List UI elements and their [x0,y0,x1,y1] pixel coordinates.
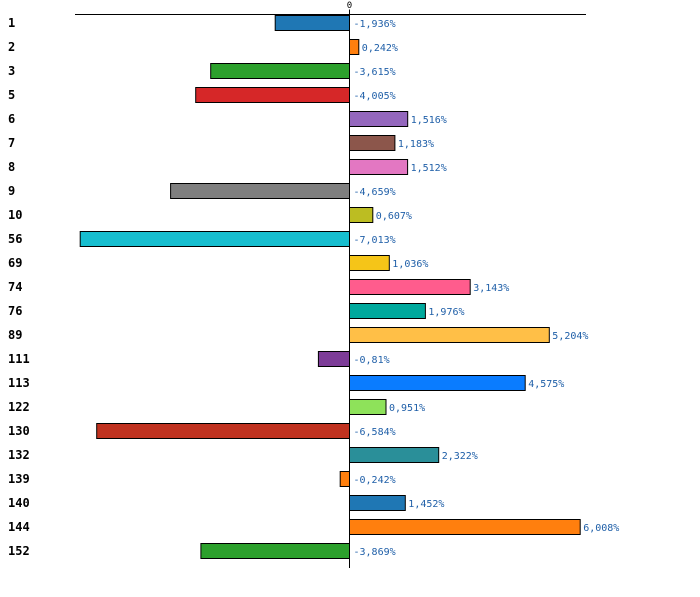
value-label-6: 1,516% [411,115,447,126]
category-label-152: 152 [8,544,30,558]
value-label-1: -1,936% [354,19,396,30]
bar-122 [349,399,387,415]
bar-144 [349,519,581,535]
category-label-69: 69 [8,256,22,270]
category-label-56: 56 [8,232,22,246]
bar-130 [96,423,350,439]
value-label-5: -4,005% [354,91,396,102]
value-label-56: -7,013% [354,235,396,246]
bar-5 [195,87,350,103]
category-label-2: 2 [8,40,15,54]
bar-10 [349,207,374,223]
category-label-7: 7 [8,136,15,150]
value-label-144: 6,008% [583,523,619,534]
bar-132 [349,447,440,463]
category-label-9: 9 [8,184,15,198]
bar-140 [349,495,406,511]
bar-74 [349,279,471,295]
bar-7 [349,135,396,151]
bar-113 [349,375,526,391]
bar-69 [349,255,390,271]
value-label-152: -3,869% [354,547,396,558]
category-label-5: 5 [8,88,15,102]
value-label-132: 2,322% [442,451,478,462]
category-label-3: 3 [8,64,15,78]
category-label-111: 111 [8,352,30,366]
bar-1 [274,15,351,31]
bar-56 [79,231,350,247]
bar-2 [349,39,360,55]
category-label-113: 113 [8,376,30,390]
value-label-69: 1,036% [392,259,428,270]
zero-tick-label: 0 [347,1,352,11]
value-label-9: -4,659% [354,187,396,198]
labels-layer: 1 -1,936% 2 0,242% 3 -3,615% 5 -4,005% 6 1,516% 7 1… [8,16,619,558]
category-label-89: 89 [8,328,22,342]
bar-3 [210,63,350,79]
category-label-122: 122 [8,400,30,414]
value-label-130: -6,584% [354,427,396,438]
bar-111 [317,351,350,367]
bar-6 [349,111,409,127]
value-label-140: 1,452% [408,499,444,510]
category-label-6: 6 [8,112,15,126]
value-label-2: 0,242% [362,43,398,54]
category-label-76: 76 [8,304,22,318]
bar-76 [349,303,426,319]
category-label-1: 1 [8,16,15,30]
value-label-8: 1,512% [411,163,447,174]
bar-9 [170,183,350,199]
bar-152 [200,543,350,559]
value-label-111: -0,81% [354,355,390,366]
value-label-76: 1,976% [428,307,464,318]
category-label-140: 140 [8,496,30,510]
value-label-10: 0,607% [376,211,412,222]
value-label-139: -0,242% [354,475,396,486]
bar-8 [349,159,409,175]
category-label-132: 132 [8,448,30,462]
category-label-130: 130 [8,424,30,438]
bars-layer [79,15,581,559]
value-label-89: 5,204% [552,331,588,342]
value-label-113: 4,575% [528,379,564,390]
category-label-144: 144 [8,520,30,534]
value-label-122: 0,951% [389,403,425,414]
category-label-139: 139 [8,472,30,486]
category-label-8: 8 [8,160,15,174]
bar-89 [349,327,550,343]
bar-139 [339,471,351,487]
category-label-74: 74 [8,280,22,294]
value-label-3: -3,615% [354,67,396,78]
value-label-74: 3,143% [473,283,509,294]
category-label-10: 10 [8,208,22,222]
value-label-7: 1,183% [398,139,434,150]
